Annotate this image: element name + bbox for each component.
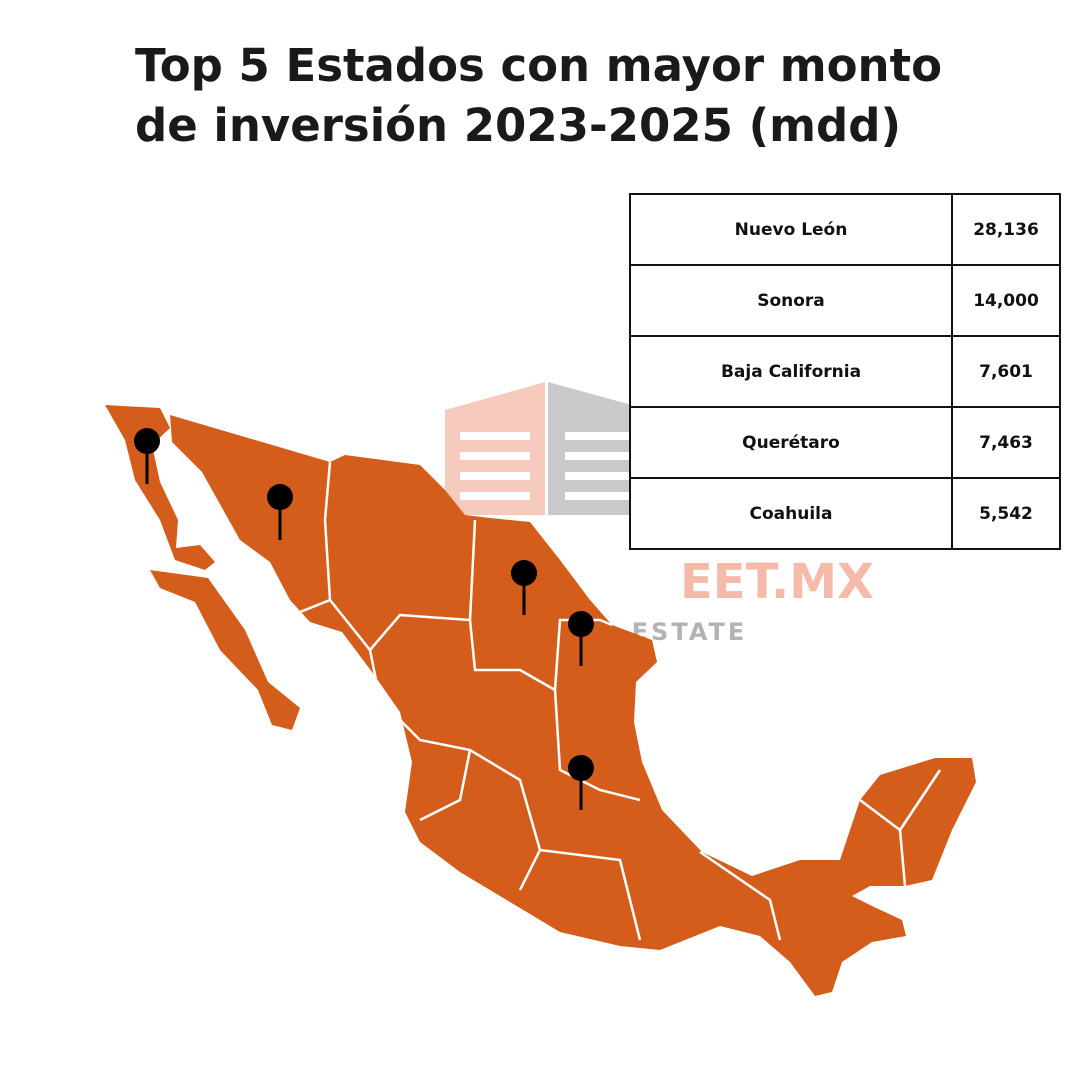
- title: Top 5 Estados con mayor monto de inversi…: [135, 39, 943, 152]
- watermark-building: [445, 382, 545, 515]
- investment-value: 7,463: [951, 406, 1061, 479]
- ranking-table: Nuevo León 28,136 Sonora 14,000 Baja Califor…: [629, 193, 1061, 550]
- watermark: EET.MX L ESTATE: [445, 382, 874, 646]
- table-row: Sonora 14,000: [629, 264, 1061, 337]
- table-row: Coahuila 5,542: [629, 477, 1061, 550]
- pin: [568, 755, 594, 810]
- investment-value: 14,000: [951, 264, 1061, 337]
- table-row: Nuevo León 28,136: [629, 193, 1061, 266]
- investment-value: 7,601: [951, 335, 1061, 408]
- baja-california: [105, 405, 215, 570]
- state-name: Baja California: [629, 335, 953, 408]
- pin: [511, 560, 537, 615]
- table-row: Baja California 7,601: [629, 335, 1061, 408]
- watermark-brand: EET.MX: [680, 554, 874, 610]
- pins: [134, 428, 594, 810]
- state-name: Nuevo León: [629, 193, 953, 266]
- state-name: Coahuila: [629, 477, 953, 550]
- state-name: Querétaro: [629, 406, 953, 479]
- mainland: [170, 415, 976, 996]
- watermark-building: [548, 382, 650, 515]
- pin: [267, 484, 293, 540]
- investment-value: 28,136: [951, 193, 1061, 266]
- investment-value: 5,542: [951, 477, 1061, 550]
- baja-california-sur: [150, 570, 300, 730]
- pin: [134, 428, 160, 484]
- mexico-map: [105, 405, 976, 996]
- table-body: Nuevo León 28,136 Sonora 14,000 Baja Califor…: [629, 193, 1061, 550]
- table-row: Querétaro 7,463: [629, 406, 1061, 479]
- state-name: Sonora: [629, 264, 953, 337]
- pin: [568, 611, 594, 666]
